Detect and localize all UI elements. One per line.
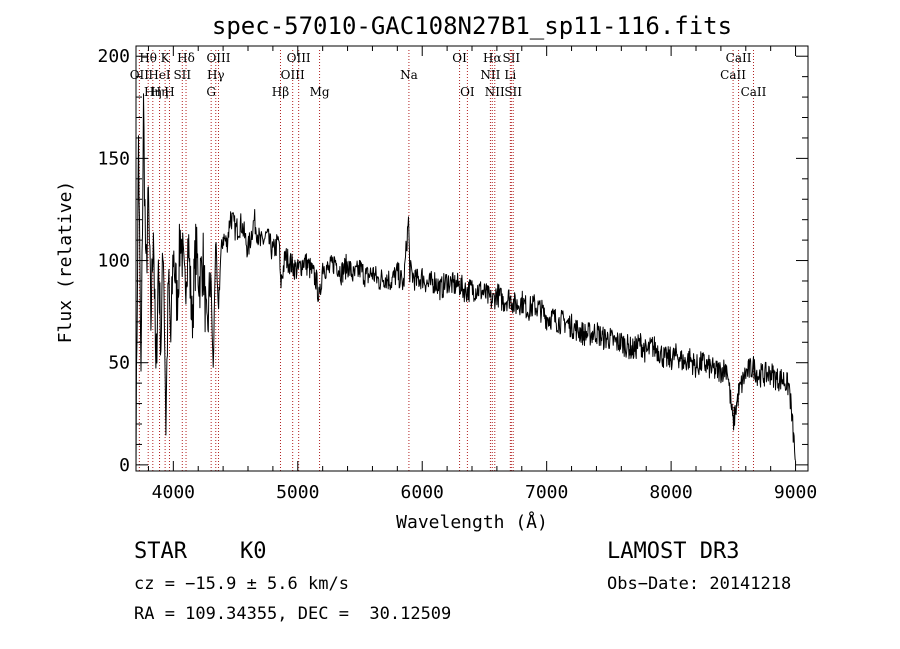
line-marker-label: OIII: [287, 51, 311, 65]
y-axis: 0 50 100 150 200: [97, 46, 808, 476]
chart-title: spec-57010-GAC108N27B1_sp11-116.fits: [212, 12, 732, 40]
redshift-value: cz = −15.9 ± 5.6 km/s: [134, 574, 349, 594]
line-marker-label: CaII: [720, 68, 746, 82]
line-marker-label: H: [164, 85, 174, 99]
line-marker-label: OIII: [206, 51, 230, 65]
coordinates: RA = 109.34355, DEC = 30.12509: [134, 604, 452, 624]
line-marker-label: OII: [130, 68, 150, 82]
y-tick-label: 0: [119, 455, 130, 476]
line-marker-label: CaII: [726, 51, 752, 65]
plot-frame: [135, 45, 809, 472]
line-marker-label: SII: [173, 68, 191, 82]
line-marker-label: OI: [452, 51, 467, 65]
line-marker-label: G: [206, 85, 216, 99]
survey-release: LAMOST DR3: [607, 539, 740, 564]
x-tick-label: 8000: [649, 482, 692, 503]
line-marker-label: OIII: [281, 68, 305, 82]
line-marker-label: NII: [480, 68, 500, 82]
x-tick-label: 6000: [401, 482, 444, 503]
line-marker-label: Hα: [483, 51, 502, 65]
line-marker-label: Hδ: [177, 51, 195, 65]
object-subclass: K0: [240, 539, 267, 564]
line-marker-label: Mg: [310, 85, 330, 99]
object-class: STAR: [134, 539, 187, 564]
y-tick-label: 200: [97, 46, 130, 67]
line-marker-label: SII: [504, 85, 522, 99]
observation-date: Obs−Date: 20141218: [607, 574, 792, 594]
line-marker-label: CaII: [741, 85, 767, 99]
x-axis: 4000 5000 6000 7000 8000 9000: [147, 46, 817, 503]
x-tick-label: 4000: [152, 482, 195, 503]
line-marker-label: Na: [400, 68, 418, 82]
x-axis-label: Wavelength (Å): [396, 511, 548, 533]
line-marker-label: Hθ: [139, 51, 157, 65]
y-tick-label: 50: [108, 353, 130, 374]
spectrum-series: [135, 93, 797, 472]
x-tick-label: 7000: [525, 482, 568, 503]
line-marker-label: Hη: [151, 85, 169, 99]
line-marker-label: Hη: [144, 85, 162, 99]
line-marker-label: Hγ: [207, 68, 225, 82]
line-marker-label: Li: [504, 68, 516, 82]
line-marker-label: NII: [485, 85, 505, 99]
line-marker-label: Hβ: [272, 85, 289, 99]
x-tick-label: 5000: [276, 482, 319, 503]
spectrum-line: [135, 93, 797, 472]
line-markers: OIIHθHηHeIHηKHHδSIIGOIIIHγHβOIIIOIIIMgNa…: [130, 50, 767, 471]
line-marker-label: K: [161, 51, 171, 65]
y-axis-label: Flux (relative): [55, 181, 76, 344]
line-marker-label: SII: [502, 51, 520, 65]
y-tick-label: 150: [97, 148, 130, 169]
x-tick-label: 9000: [774, 482, 817, 503]
y-tick-label: 100: [97, 251, 130, 272]
line-marker-label: OI: [460, 85, 475, 99]
